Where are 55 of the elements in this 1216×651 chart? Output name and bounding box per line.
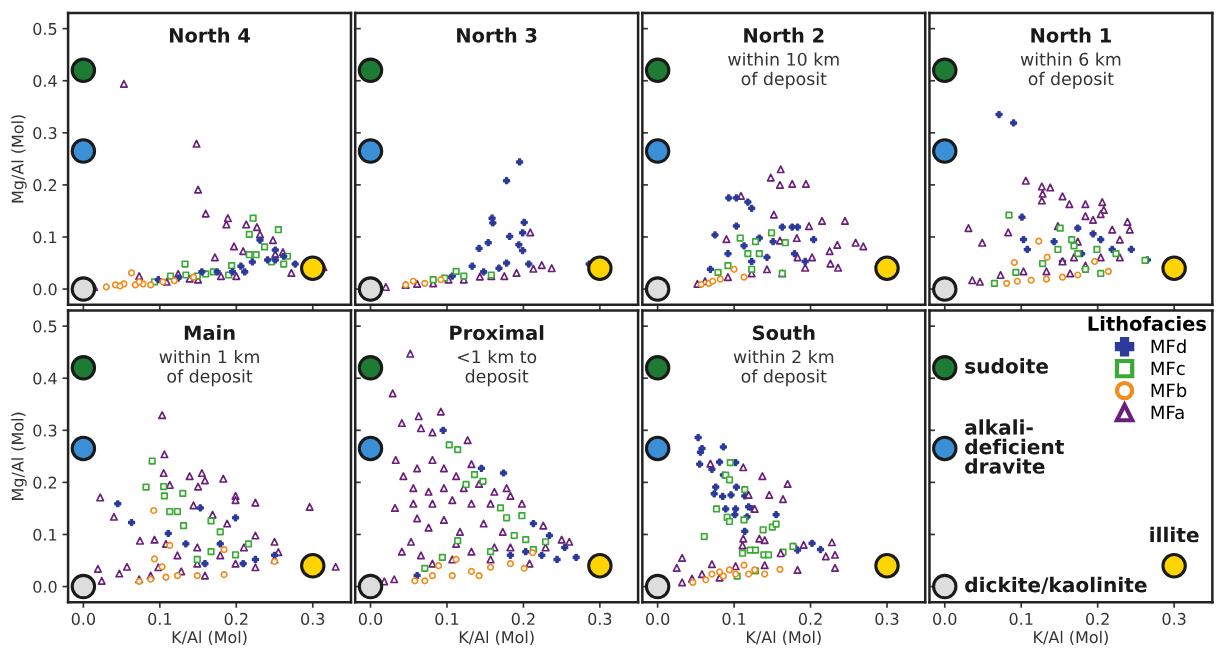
x-axis-title: K/Al (Mol) bbox=[746, 630, 821, 646]
x-tick-label: 0.3 bbox=[875, 612, 899, 625]
x-tick-label: 0.1 bbox=[722, 612, 746, 625]
text: North 1 bbox=[1031, 27, 1111, 43]
y-tick-label: 0.3 bbox=[33, 127, 57, 140]
y-tick-label: 0.4 bbox=[33, 372, 57, 385]
text: North 4 bbox=[170, 27, 250, 43]
y-tick-label: 0.2 bbox=[33, 476, 57, 489]
x-axis-title: K/Al (Mol) bbox=[172, 630, 247, 646]
x-tick-label: 0.0 bbox=[358, 612, 383, 625]
y-tick-label: 0.0 bbox=[33, 283, 57, 296]
y-axis-title: Mg/Al (Mol) bbox=[11, 412, 27, 500]
x-tick-label: 0.3 bbox=[301, 612, 325, 625]
legend-label: MFc bbox=[1151, 361, 1185, 376]
x-tick-label: 0.1 bbox=[1009, 612, 1033, 625]
y-tick-label: 0.1 bbox=[33, 231, 57, 244]
y-tick-label: 0.3 bbox=[33, 424, 57, 437]
x-axis-title: K/Al (Mol) bbox=[1034, 630, 1108, 646]
text: North 2 bbox=[744, 27, 824, 43]
y-tick-label: 0.1 bbox=[33, 528, 57, 541]
text: North 3 bbox=[457, 27, 537, 43]
x-tick-label: 0.3 bbox=[588, 612, 612, 625]
x-tick-label: 0.0 bbox=[645, 612, 670, 625]
x-tick-label: 0.2 bbox=[798, 612, 822, 625]
text: Main bbox=[184, 325, 235, 341]
text: within 2 km of deposit bbox=[733, 349, 834, 387]
x-tick-label: 0.3 bbox=[1162, 612, 1186, 625]
series-label: illite bbox=[1150, 526, 1199, 543]
legend-label: MFb bbox=[1151, 383, 1187, 398]
text: within 1 km of deposit bbox=[159, 349, 259, 387]
text: <1 km to deposit bbox=[457, 349, 537, 387]
y-tick-label: 0.2 bbox=[33, 179, 57, 192]
x-tick-label: 0.1 bbox=[435, 612, 459, 625]
text: South bbox=[753, 325, 815, 341]
text: within 6 km of deposit bbox=[1020, 52, 1121, 89]
x-axis-title: K/Al (Mol) bbox=[459, 630, 534, 646]
x-tick-label: 0.2 bbox=[1086, 612, 1109, 625]
x-tick-label: 0.0 bbox=[933, 612, 957, 625]
series-label: dickite/kaolinite bbox=[965, 576, 1147, 594]
x-tick-label: 0.2 bbox=[511, 612, 535, 625]
y-tick-label: 0.5 bbox=[33, 320, 57, 333]
legend-title: Lithofacies bbox=[1088, 315, 1207, 331]
x-tick-label: 0.2 bbox=[224, 612, 248, 625]
legend-label: MFa bbox=[1151, 405, 1184, 420]
x-tick-label: 0.0 bbox=[71, 612, 96, 625]
legend-label: MFd bbox=[1151, 339, 1186, 354]
y-axis-title: Mg/Al (Mol) bbox=[11, 115, 27, 203]
y-tick-label: 0.0 bbox=[33, 580, 57, 593]
series-label: sudoite bbox=[965, 358, 1048, 374]
text: Proximal bbox=[450, 325, 544, 341]
x-tick-label: 0.1 bbox=[148, 612, 172, 625]
y-tick-label: 0.4 bbox=[33, 74, 57, 88]
y-tick-label: 0.5 bbox=[33, 22, 57, 35]
series-label: alkali- deficient dravite bbox=[965, 419, 1064, 474]
text: within 10 km of deposit bbox=[728, 52, 839, 89]
